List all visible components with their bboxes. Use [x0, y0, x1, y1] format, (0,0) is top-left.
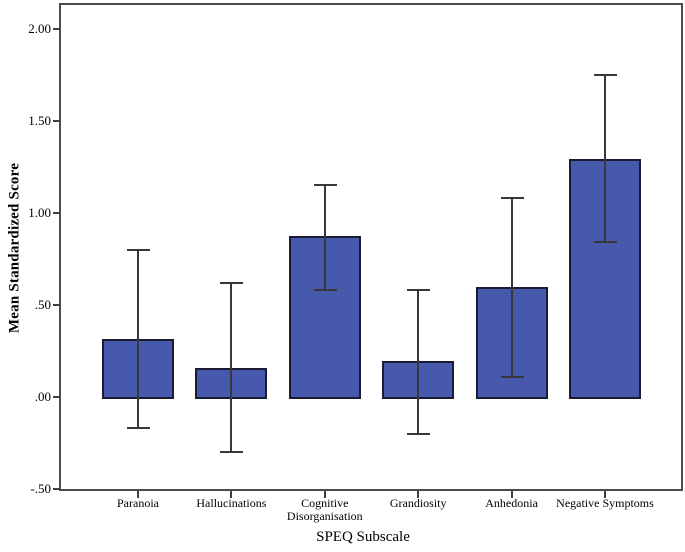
error-bar-cap-top: [313, 184, 337, 187]
y-tick-label: 1.00: [28, 205, 51, 220]
error-bar-cap-top: [594, 74, 617, 76]
error-bar-line: [417, 290, 420, 434]
y-tick-label: -.50: [30, 481, 51, 496]
y-tick-label: .50: [34, 297, 51, 312]
error-bar-line: [510, 198, 513, 377]
error-bar-cap-top: [500, 197, 524, 200]
error-bar-cap-bottom: [127, 427, 150, 430]
x-axis-title: SPEQ Subscale: [316, 529, 410, 545]
y-tick-label: 2.00: [28, 21, 51, 36]
error-bar-line: [137, 249, 139, 429]
x-tick-label: Paranoia: [117, 496, 159, 510]
x-tick-mark: [323, 491, 326, 498]
x-tick-mark: [137, 491, 139, 498]
error-bar-cap-bottom: [220, 451, 244, 454]
error-bar-line: [323, 185, 326, 291]
error-bar-cap-top: [127, 248, 150, 251]
y-tick-mark: [53, 304, 60, 306]
y-tick-label: .00: [34, 389, 51, 404]
y-tick-label: 1.50: [28, 113, 51, 128]
error-bar-cap-bottom: [594, 241, 617, 244]
y-tick-mark: [53, 28, 60, 30]
error-bar-cap-top: [407, 289, 431, 292]
x-tick-mark: [604, 491, 606, 498]
error-bar-cap-bottom: [313, 289, 337, 292]
y-tick-mark: [53, 212, 60, 214]
x-tick-label: Negative Symptoms: [556, 496, 654, 510]
x-tick-label: Cognitive Disorganisation: [286, 496, 363, 523]
error-bar-cap-bottom: [500, 375, 524, 378]
x-tick-label: Grandiosity: [389, 496, 447, 510]
error-bar-cap-bottom: [407, 432, 431, 435]
y-tick-mark: [53, 396, 60, 398]
y-tick-mark: [53, 120, 60, 122]
error-bar-cap-top: [220, 281, 244, 284]
y-tick-mark: [53, 488, 60, 490]
error-bar-line: [604, 75, 606, 243]
x-tick-mark: [230, 491, 233, 498]
error-bar-line: [230, 282, 233, 453]
x-tick-label: Hallucinations: [196, 496, 267, 510]
x-tick-mark: [510, 491, 513, 498]
x-tick-label: Anhedonia: [485, 496, 538, 510]
x-tick-mark: [417, 491, 420, 498]
